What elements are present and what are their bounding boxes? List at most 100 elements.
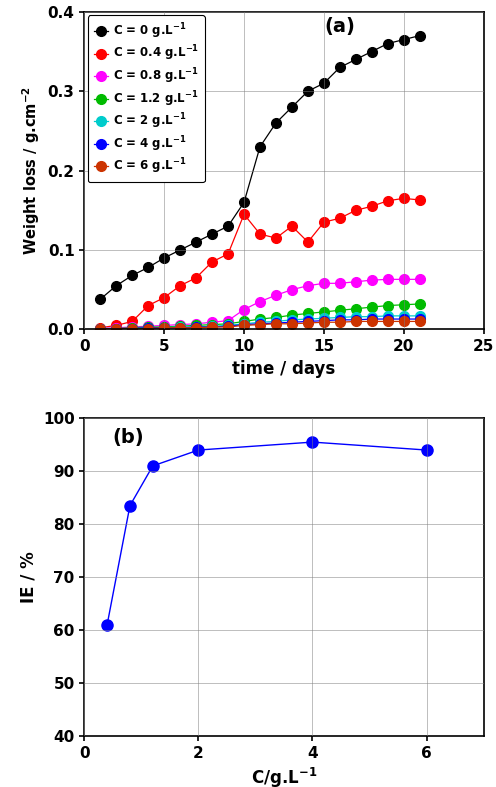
- C = 4 g.L$^{-1}$: [161, 323, 167, 332]
- C = 6 g.L$^{-1}$: [97, 324, 103, 334]
- C = 0 g.L$^{-1}$: [193, 238, 199, 247]
- C = 1.2 g.L$^{-1}$: [113, 324, 119, 334]
- C = 6 g.L$^{-1}$: [353, 316, 359, 326]
- C = 0.8 g.L$^{-1}$: [97, 324, 103, 334]
- C = 4 g.L$^{-1}$: [97, 324, 103, 334]
- C = 6 g.L$^{-1}$: [273, 319, 279, 328]
- C = 0.8 g.L$^{-1}$: [129, 322, 135, 331]
- X-axis label: time / days: time / days: [232, 360, 336, 378]
- C = 6 g.L$^{-1}$: [257, 320, 263, 329]
- C = 0.4 g.L$^{-1}$: [385, 196, 391, 205]
- C = 0.8 g.L$^{-1}$: [241, 305, 247, 314]
- C = 4 g.L$^{-1}$: [305, 316, 311, 326]
- C = 0.4 g.L$^{-1}$: [305, 238, 311, 247]
- C = 0.4 g.L$^{-1}$: [417, 195, 423, 205]
- C = 0.4 g.L$^{-1}$: [257, 229, 263, 238]
- C = 4 g.L$^{-1}$: [417, 314, 423, 323]
- C = 1.2 g.L$^{-1}$: [161, 322, 167, 331]
- C = 0 g.L$^{-1}$: [321, 79, 327, 88]
- C = 6 g.L$^{-1}$: [385, 316, 391, 326]
- C = 2 g.L$^{-1}$: [337, 312, 343, 322]
- C = 0.8 g.L$^{-1}$: [225, 316, 231, 325]
- C = 6 g.L$^{-1}$: [161, 323, 167, 332]
- C = 6 g.L$^{-1}$: [113, 324, 119, 334]
- C = 2 g.L$^{-1}$: [129, 324, 135, 334]
- C = 0 g.L$^{-1}$: [401, 35, 407, 44]
- C = 1.2 g.L$^{-1}$: [193, 320, 199, 330]
- C = 0 g.L$^{-1}$: [385, 39, 391, 48]
- C = 0.4 g.L$^{-1}$: [145, 301, 151, 310]
- C = 4 g.L$^{-1}$: [321, 316, 327, 325]
- C = 0 g.L$^{-1}$: [257, 142, 263, 151]
- C = 0.4 g.L$^{-1}$: [353, 205, 359, 215]
- C = 4 g.L$^{-1}$: [241, 320, 247, 329]
- C = 0 g.L$^{-1}$: [209, 229, 215, 238]
- C = 0 g.L$^{-1}$: [353, 55, 359, 65]
- C = 0.4 g.L$^{-1}$: [209, 257, 215, 267]
- C = 0 g.L$^{-1}$: [177, 246, 183, 255]
- C = 4 g.L$^{-1}$: [289, 317, 295, 327]
- C = 0.8 g.L$^{-1}$: [385, 275, 391, 284]
- C = 4 g.L$^{-1}$: [353, 315, 359, 324]
- C = 0.8 g.L$^{-1}$: [193, 319, 199, 328]
- C = 0 g.L$^{-1}$: [97, 294, 103, 304]
- C = 0 g.L$^{-1}$: [225, 221, 231, 231]
- Line: C = 0.4 g.L$^{-1}$: C = 0.4 g.L$^{-1}$: [95, 194, 425, 333]
- C = 1.2 g.L$^{-1}$: [337, 305, 343, 315]
- C = 2 g.L$^{-1}$: [161, 323, 167, 332]
- C = 0.4 g.L$^{-1}$: [273, 233, 279, 242]
- C = 4 g.L$^{-1}$: [129, 324, 135, 334]
- C = 0.4 g.L$^{-1}$: [337, 213, 343, 223]
- C = 0.8 g.L$^{-1}$: [417, 275, 423, 284]
- C = 2 g.L$^{-1}$: [417, 311, 423, 320]
- C = 1.2 g.L$^{-1}$: [257, 314, 263, 323]
- C = 4 g.L$^{-1}$: [337, 315, 343, 324]
- C = 0.8 g.L$^{-1}$: [401, 275, 407, 284]
- C = 1.2 g.L$^{-1}$: [241, 316, 247, 326]
- C = 6 g.L$^{-1}$: [369, 316, 375, 326]
- C = 1.2 g.L$^{-1}$: [177, 321, 183, 331]
- C = 1.2 g.L$^{-1}$: [353, 304, 359, 313]
- C = 0.4 g.L$^{-1}$: [177, 281, 183, 290]
- C = 6 g.L$^{-1}$: [321, 317, 327, 327]
- Line: C = 4 g.L$^{-1}$: C = 4 g.L$^{-1}$: [95, 314, 425, 334]
- C = 0.4 g.L$^{-1}$: [225, 249, 231, 259]
- C = 4 g.L$^{-1}$: [225, 321, 231, 331]
- C = 0 g.L$^{-1}$: [369, 46, 375, 56]
- C = 2 g.L$^{-1}$: [113, 324, 119, 334]
- C = 1.2 g.L$^{-1}$: [209, 320, 215, 329]
- C = 2 g.L$^{-1}$: [97, 324, 103, 334]
- C = 2 g.L$^{-1}$: [369, 312, 375, 321]
- C = 0.8 g.L$^{-1}$: [177, 320, 183, 329]
- Line: C = 2 g.L$^{-1}$: C = 2 g.L$^{-1}$: [95, 311, 425, 334]
- X-axis label: C/g.L$^{-1}$: C/g.L$^{-1}$: [251, 766, 317, 787]
- C = 0 g.L$^{-1}$: [305, 87, 311, 96]
- C = 2 g.L$^{-1}$: [209, 321, 215, 331]
- C = 6 g.L$^{-1}$: [145, 324, 151, 334]
- C = 0.8 g.L$^{-1}$: [321, 279, 327, 288]
- C = 2 g.L$^{-1}$: [305, 314, 311, 323]
- C = 0.4 g.L$^{-1}$: [193, 273, 199, 283]
- C = 0.8 g.L$^{-1}$: [113, 323, 119, 332]
- C = 0.8 g.L$^{-1}$: [369, 275, 375, 285]
- C = 2 g.L$^{-1}$: [257, 317, 263, 327]
- C = 0 g.L$^{-1}$: [241, 198, 247, 207]
- C = 4 g.L$^{-1}$: [369, 314, 375, 323]
- C = 0.4 g.L$^{-1}$: [113, 320, 119, 330]
- C = 1.2 g.L$^{-1}$: [129, 323, 135, 332]
- C = 0 g.L$^{-1}$: [129, 271, 135, 280]
- C = 2 g.L$^{-1}$: [193, 322, 199, 331]
- C = 6 g.L$^{-1}$: [209, 322, 215, 331]
- C = 0.4 g.L$^{-1}$: [369, 201, 375, 211]
- C = 2 g.L$^{-1}$: [225, 320, 231, 330]
- C = 0.8 g.L$^{-1}$: [305, 281, 311, 290]
- C = 6 g.L$^{-1}$: [289, 319, 295, 328]
- C = 0 g.L$^{-1}$: [289, 102, 295, 112]
- C = 2 g.L$^{-1}$: [321, 313, 327, 323]
- C = 0 g.L$^{-1}$: [161, 253, 167, 263]
- C = 0.8 g.L$^{-1}$: [289, 285, 295, 294]
- C = 2 g.L$^{-1}$: [385, 311, 391, 320]
- C = 6 g.L$^{-1}$: [417, 316, 423, 326]
- Line: C = 0.8 g.L$^{-1}$: C = 0.8 g.L$^{-1}$: [95, 275, 425, 334]
- C = 1.2 g.L$^{-1}$: [289, 310, 295, 320]
